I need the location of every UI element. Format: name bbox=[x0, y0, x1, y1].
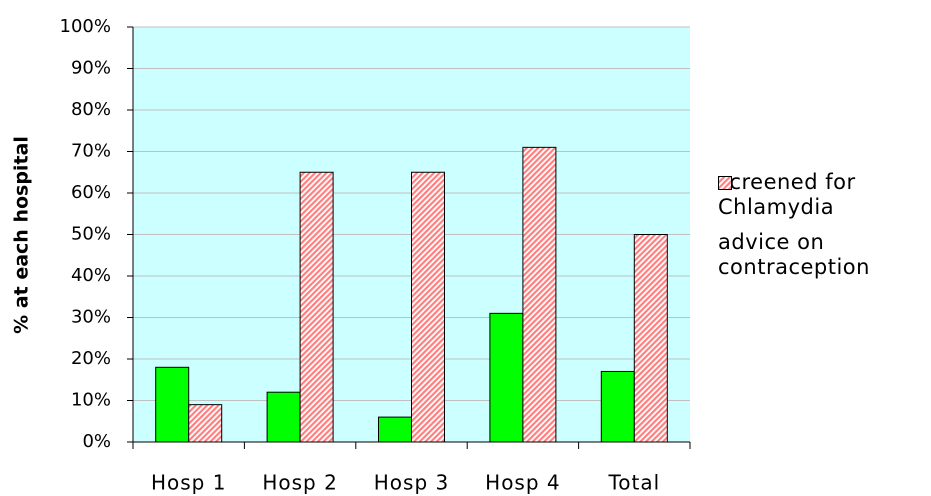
y-tick-label: 80% bbox=[71, 99, 111, 120]
y-tick-label: 20% bbox=[71, 348, 111, 369]
y-tick-label: 100% bbox=[60, 16, 111, 37]
bar bbox=[411, 171, 445, 443]
legend-label: advice on contraception bbox=[718, 230, 870, 279]
y-tick-label: 0% bbox=[82, 431, 111, 452]
y-tick-label: 10% bbox=[71, 390, 111, 411]
x-tick-label: Hosp 2 bbox=[262, 471, 337, 495]
legend-item: advice on contraception bbox=[718, 176, 928, 280]
y-tick-label: 70% bbox=[71, 141, 111, 162]
y-tick-label: 60% bbox=[71, 182, 111, 203]
bar bbox=[489, 312, 524, 443]
bar bbox=[378, 416, 412, 443]
x-tick-label: Hosp 1 bbox=[151, 471, 226, 495]
y-tick-label: 90% bbox=[71, 58, 111, 79]
x-tick-label: Hosp 4 bbox=[485, 471, 560, 495]
y-axis-label: % at each hospital bbox=[11, 136, 33, 334]
legend-swatch bbox=[718, 176, 732, 190]
bar bbox=[600, 370, 635, 443]
bar bbox=[633, 234, 668, 443]
y-tick-label: 30% bbox=[71, 307, 111, 328]
bar bbox=[155, 366, 190, 443]
bar bbox=[188, 404, 223, 443]
legend-label: screened for Chlamydia bbox=[718, 170, 856, 219]
legend-item: screened for Chlamydia bbox=[718, 170, 928, 220]
y-tick-label: 40% bbox=[71, 265, 111, 286]
y-tick-label: 50% bbox=[71, 224, 111, 245]
x-tick-label: Hosp 3 bbox=[374, 471, 449, 495]
legend: screened for Chlamydia advice on contrace… bbox=[718, 170, 928, 290]
x-tick-label: Total bbox=[607, 471, 660, 495]
bar bbox=[522, 146, 557, 443]
bar bbox=[266, 391, 301, 443]
bar bbox=[299, 171, 334, 443]
